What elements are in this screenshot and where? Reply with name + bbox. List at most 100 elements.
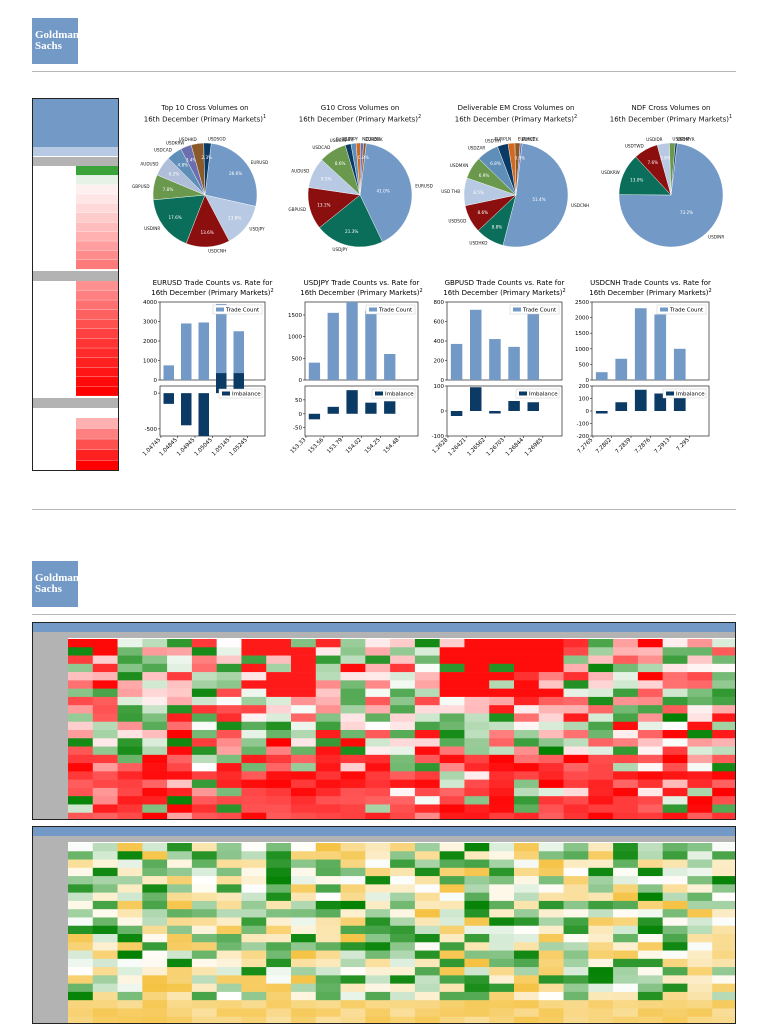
heatmap-cell: [489, 958, 515, 968]
logo-line1: Goldman: [35, 29, 80, 41]
heatmap-cell: [241, 746, 267, 756]
heatmap-cell: [637, 787, 663, 797]
heatmap-cell: [216, 1000, 242, 1009]
heatmap-cell: [266, 696, 292, 706]
heatmap-cell: [613, 1016, 639, 1023]
heatmap-cell: [340, 967, 366, 976]
heatmap-cell: [241, 647, 267, 656]
heatmap-cell: [340, 843, 366, 852]
pie-title-footnote: 1: [729, 114, 733, 120]
heatmap-cell: [687, 779, 713, 789]
heatmap-cell: [439, 663, 465, 673]
heatmap-cell: [712, 730, 735, 739]
heatmap-cell: [538, 771, 564, 780]
y-tick-label: 0: [299, 412, 303, 418]
heatmap-cell: [191, 975, 217, 984]
heatmap-cell: [613, 647, 639, 656]
heatmap-cell: [637, 713, 663, 723]
heatmap-cell: [216, 851, 242, 860]
heatmap-cell: [414, 1016, 440, 1023]
bar-chart-title: GBPUSD Trade Counts vs. Rate for: [445, 279, 565, 287]
heatmap-cell: [538, 900, 564, 910]
heatmap-cell: [662, 787, 688, 797]
heatmap-red-green-grid: [33, 623, 735, 819]
heatmap-cell: [142, 663, 168, 673]
heatmap-cell: [637, 1000, 663, 1009]
heatmap-cell: [588, 721, 614, 731]
pie-category-label: USDHKD: [469, 241, 487, 246]
imbalance-bar: [654, 393, 667, 411]
heatmap-cell: [216, 730, 242, 739]
heatmap-cell: [514, 804, 540, 814]
heatmap-cell: [167, 867, 193, 877]
heatmap-cell: [489, 843, 515, 852]
heatmap-cell: [588, 696, 614, 706]
heatmap-cell: [563, 672, 589, 681]
heatmap-cell: [68, 713, 94, 723]
heatmap-cell: [662, 958, 688, 968]
heatmap-cell: [167, 696, 193, 706]
heatmap-cell: [142, 1008, 168, 1018]
heatmap-cell: [315, 843, 341, 852]
heatmap-cell: [291, 754, 317, 764]
heatmap-cell: [712, 867, 735, 877]
heatmap-cell: [191, 655, 217, 665]
heatmap-cell: [291, 884, 317, 893]
heatmap-cell: [489, 787, 515, 797]
heatmap-cell: [340, 804, 366, 814]
heatmap-cell: [266, 655, 292, 665]
heatmap-cell: [390, 787, 416, 797]
y-tick-label: -200: [577, 434, 590, 440]
heatmap-cell: [92, 771, 118, 780]
heatmap-cell: [489, 746, 515, 756]
heatmap-cell: [241, 787, 267, 797]
heatmap-cell: [117, 867, 143, 877]
heatmap-cell: [191, 787, 217, 797]
heatmap-cell: [216, 991, 242, 1001]
pie-category-label: EURJPY: [343, 137, 358, 142]
heatmap-cell: [514, 713, 540, 723]
heatmap-cell: [588, 950, 614, 960]
pie-pct-label: 8.6%: [335, 161, 346, 166]
heatmap-cell: [613, 958, 639, 968]
heatmap-cell: [588, 804, 614, 814]
heatmap-cell: [637, 647, 663, 656]
bar-chart-title: USDCNH Trade Counts vs. Rate for: [590, 279, 711, 287]
heatmap-cell: [365, 812, 391, 819]
heatmap-cell: [68, 892, 94, 902]
heatmap-cell: [563, 925, 589, 935]
heatmap-cell: [266, 738, 292, 747]
heatmap-cell: [191, 942, 217, 951]
heatmap-cell: [241, 925, 267, 935]
heatmap-cell: [390, 867, 416, 877]
imbalance-bar: [216, 373, 227, 394]
heatmap-cell: [563, 991, 589, 1001]
heatmap-cell: [588, 909, 614, 918]
pie-title-line1: Deliverable EM Cross Volumes on: [457, 104, 575, 112]
heatmap-cell: [191, 1008, 217, 1018]
heatmap-cell: [637, 843, 663, 852]
logo-line2: Sachs: [35, 40, 62, 52]
heatmap-cell: [538, 663, 564, 673]
heatmap-cell: [613, 672, 639, 681]
heatmap-cell: [191, 696, 217, 706]
heatmap-cell: [687, 647, 713, 656]
heatmap-cell: [315, 934, 341, 943]
heatmap-cell: [390, 892, 416, 902]
heatmap-cell: [712, 1016, 735, 1023]
pie-pct-label: 6.9%: [479, 173, 490, 178]
heatmap-cell: [563, 934, 589, 943]
heatmap-cell: [142, 967, 168, 976]
heatmap-cell: [241, 672, 267, 681]
heatmap-cell: [464, 639, 490, 648]
heatmap-cell: [142, 942, 168, 951]
heatmap-cell: [291, 991, 317, 1001]
heatmap-cell: [191, 892, 217, 902]
heatmap-cell: [68, 812, 94, 819]
trade-count-legend: Trade Count: [365, 304, 416, 315]
heatmap-cell: [514, 909, 540, 918]
heatmap-cell: [266, 859, 292, 869]
side-strip-cell: [76, 241, 118, 251]
heatmap-cell: [563, 900, 589, 910]
heatmap-cell: [439, 713, 465, 723]
